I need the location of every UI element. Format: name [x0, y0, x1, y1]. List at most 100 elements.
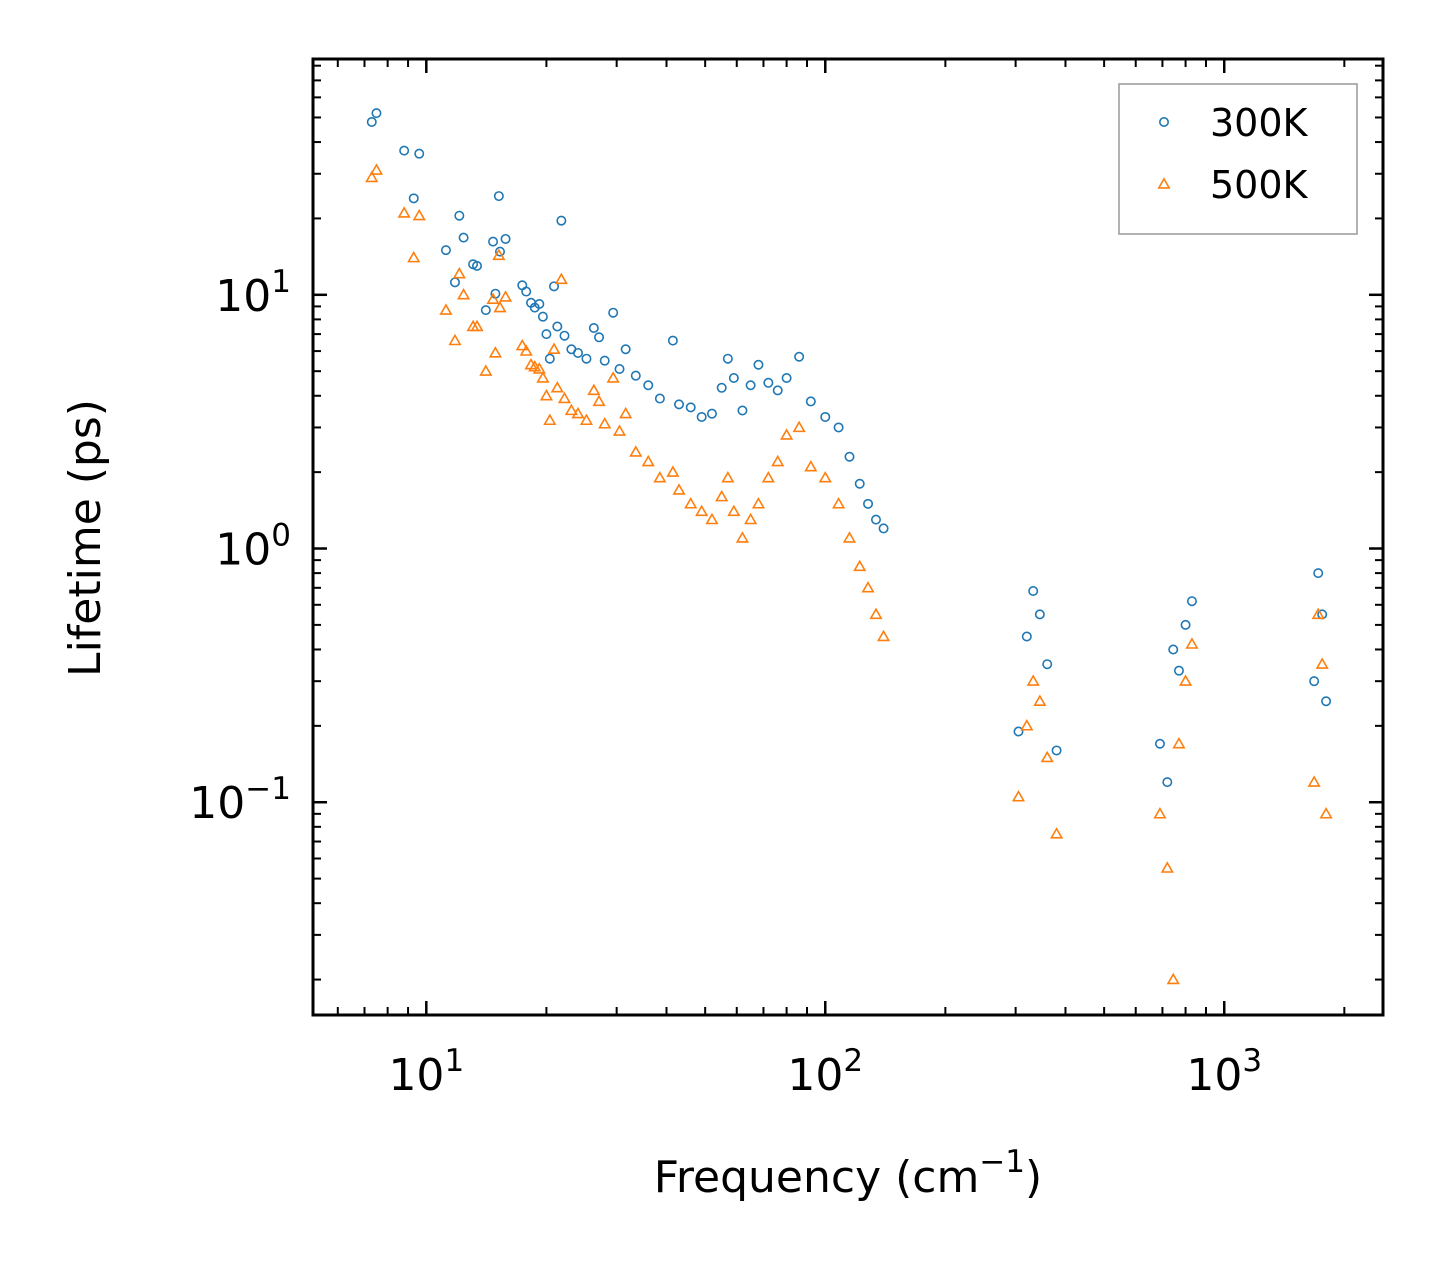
data-point-300K — [449, 277, 460, 288]
legend-label-500K: 500K — [1210, 163, 1309, 207]
data-point-300K — [1309, 676, 1320, 687]
data-point-500K — [592, 394, 606, 407]
data-point-300K — [541, 329, 552, 340]
data-point-500K — [519, 344, 533, 356]
legend-box — [1118, 83, 1358, 235]
data-point-500K — [557, 391, 572, 404]
data-point-300K — [552, 321, 563, 332]
data-point-300K — [599, 355, 610, 366]
data-point-300K — [654, 393, 665, 404]
data-point-500K — [493, 300, 507, 313]
data-point-500K — [456, 287, 471, 300]
x-tick-label: 103 — [1186, 1043, 1262, 1101]
data-point-500K — [876, 629, 891, 642]
data-point-500K — [641, 454, 655, 467]
data-point-500K — [1040, 750, 1054, 763]
data-point-300K — [440, 245, 451, 256]
data-point-300K — [1173, 665, 1184, 676]
data-point-300K — [863, 498, 874, 509]
data-point-500K — [792, 420, 806, 433]
data-point-500K — [1033, 694, 1047, 706]
data-point-500K — [532, 362, 546, 374]
data-point-500K — [1307, 775, 1321, 787]
data-point-500K — [470, 319, 484, 332]
data-point-500K — [832, 497, 846, 509]
data-point-500K — [550, 380, 564, 393]
data-point-300K — [1313, 568, 1324, 579]
data-point-300K — [559, 330, 570, 341]
data-point-500K — [619, 406, 633, 419]
data-point-500K — [695, 504, 709, 517]
data-points — [365, 108, 1333, 985]
data-point-300K — [643, 380, 654, 391]
data-point-300K — [488, 236, 499, 247]
data-point-500K — [564, 403, 578, 416]
data-point-500K — [1178, 674, 1193, 686]
data-point-500K — [547, 342, 561, 354]
data-point-300K — [549, 281, 560, 292]
data-point-300K — [722, 353, 733, 364]
data-point-300K — [745, 380, 756, 391]
data-point-500K — [715, 489, 729, 502]
series-300K — [366, 108, 1332, 788]
data-point-500K — [751, 497, 766, 509]
legend-entry-300K: 300K — [1159, 101, 1309, 145]
data-point-300K — [1034, 609, 1045, 620]
data-point-300K — [594, 332, 605, 343]
plot-frame — [311, 57, 1385, 1017]
data-point-300K — [630, 370, 641, 381]
data-point-300K — [608, 307, 619, 318]
data-point-500K — [1311, 607, 1325, 620]
data-point-300K — [1013, 726, 1024, 737]
data-point-300K — [556, 215, 567, 226]
y-tick-label: 100 — [215, 518, 291, 576]
data-point-500K — [543, 413, 557, 426]
data-point-300K — [753, 359, 764, 370]
data-point-300K — [494, 246, 505, 257]
data-point-500K — [479, 364, 493, 376]
data-point-500K — [869, 607, 883, 620]
data-point-300K — [454, 210, 465, 221]
data-point-300K — [534, 298, 545, 309]
data-point-500K — [452, 266, 466, 279]
data-point-500K — [365, 170, 379, 183]
data-point-300K — [521, 286, 532, 297]
data-point-500K — [804, 459, 818, 472]
data-point-500K — [771, 454, 785, 467]
data-point-500K — [498, 290, 513, 302]
data-point-500K — [1166, 972, 1180, 985]
data-point-500K — [606, 371, 620, 383]
data-point-300K — [371, 108, 382, 119]
data-point-500K — [554, 272, 568, 285]
data-point-300K — [728, 372, 739, 383]
data-point-300K — [458, 232, 469, 243]
data-point-300K — [772, 385, 783, 396]
data-point-300K — [472, 260, 483, 271]
data-point-500K — [412, 208, 426, 221]
data-point-500K — [1153, 807, 1167, 819]
data-point-300K — [685, 402, 696, 413]
x-tick-label: 101 — [388, 1043, 464, 1101]
data-point-300K — [408, 193, 419, 204]
data-point-500K — [587, 383, 601, 396]
data-point-300K — [1028, 586, 1039, 597]
data-point-300K — [674, 399, 685, 410]
data-point-500K — [397, 206, 411, 218]
data-point-300K — [620, 344, 631, 355]
data-point-300K — [614, 363, 625, 374]
data-point-500K — [744, 512, 758, 525]
x-axis-title: Frequency (cm−1) — [654, 1144, 1042, 1203]
data-point-300K — [844, 451, 855, 462]
data-point-500K — [492, 248, 506, 261]
x-tick-label: 102 — [787, 1043, 863, 1101]
data-point-500K — [705, 512, 719, 525]
data-point-300K — [1154, 738, 1165, 749]
data-point-500K — [579, 413, 594, 426]
data-point-300K — [581, 353, 592, 364]
data-point-300K — [537, 311, 548, 322]
data-point-500K — [861, 581, 875, 593]
data-point-300K — [696, 411, 707, 422]
data-point-300K — [480, 305, 491, 316]
data-point-300K — [1168, 644, 1179, 655]
